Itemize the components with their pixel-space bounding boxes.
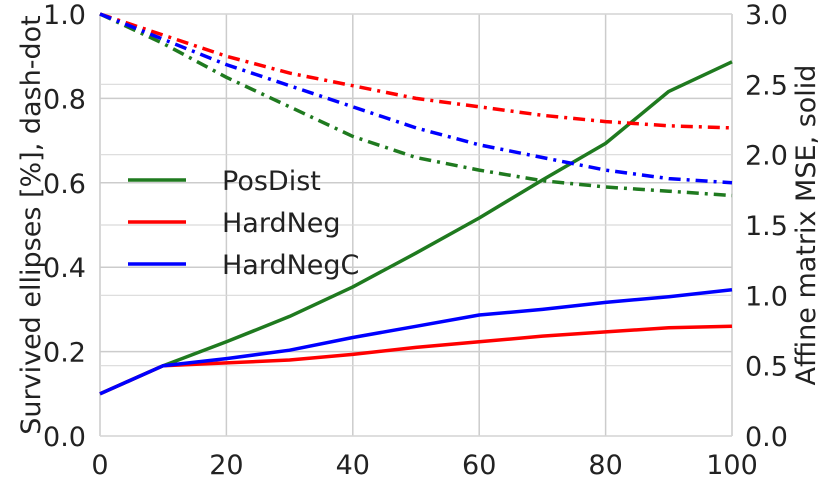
y-left-tick-label: 0.2	[43, 338, 86, 369]
x-tick-label: 40	[336, 450, 370, 479]
legend: PosDist HardNeg HardNegC	[128, 166, 359, 281]
left-axis-title: Survived ellipses [%], dash-dot	[16, 15, 47, 434]
x-tick-label: 0	[91, 450, 108, 479]
y-right-tick-label: 1.5	[745, 211, 788, 242]
right-axis-title: Affine matrix MSE, solid	[791, 65, 822, 386]
y-right-tick-label: 1.0	[745, 281, 788, 312]
y-right-tick-label: 2.0	[745, 141, 788, 172]
y-left-tick-label: 0.4	[43, 253, 86, 284]
legend-label-posdist: PosDist	[222, 166, 321, 197]
series-line-mse-posdist	[99, 60, 733, 396]
x-tick-label: 20	[209, 450, 243, 479]
plot-area	[99, 12, 733, 396]
y-left-tick-label: 1.0	[43, 0, 86, 31]
axes: 0 20 40 60 80 1000.00.20.40.60.81.00.00.51.01…	[43, 0, 788, 481]
y-left-tick-label: 0.8	[43, 84, 86, 115]
series-line-mse-hardnegc	[99, 287, 733, 396]
x-tick-label: 100	[706, 450, 758, 479]
grid	[99, 13, 733, 437]
y-left-tick-label: 0.6	[43, 169, 86, 200]
series-line-mse-hardneg	[99, 324, 733, 396]
y-right-tick-label: 0.5	[745, 352, 788, 383]
series-line-survived-hardnegc	[99, 12, 733, 185]
series-line-survived-hardneg	[99, 12, 733, 130]
y-right-tick-label: 3.0	[745, 0, 788, 31]
x-tick-label: 80	[588, 450, 622, 479]
y-right-tick-label: 0.0	[745, 422, 788, 453]
x-tick-label: 60	[462, 450, 496, 479]
legend-label-hardneg: HardNeg	[222, 208, 341, 239]
legend-label-hardnegc: HardNegC	[222, 250, 359, 281]
y-left-tick-label: 0.0	[43, 422, 86, 453]
series-line-survived-posdist	[99, 12, 733, 198]
y-right-tick-label: 2.5	[745, 70, 788, 101]
